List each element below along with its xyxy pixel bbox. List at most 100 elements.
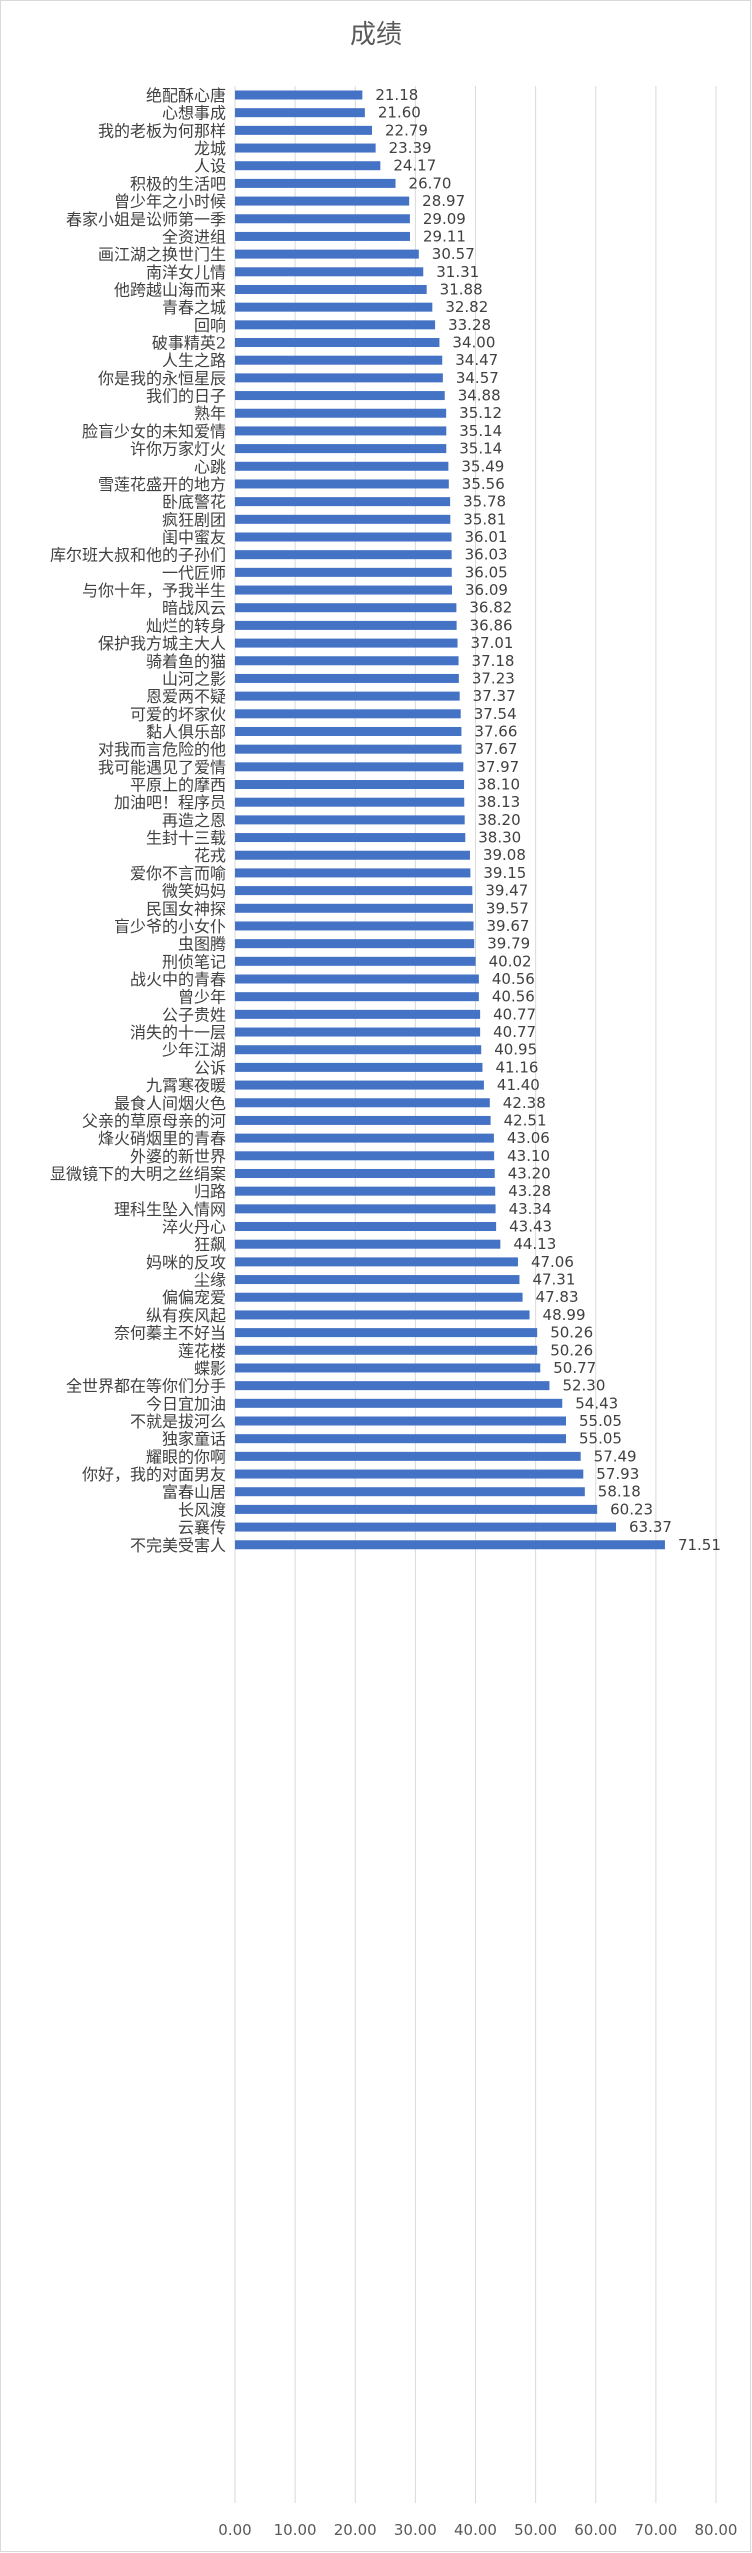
data-label: 21.60 <box>378 104 421 122</box>
chart-title: 成绩 <box>349 20 402 50</box>
bar <box>235 426 447 436</box>
data-label: 47.06 <box>531 1253 574 1271</box>
category-label: 淬火丹心 <box>162 1218 226 1237</box>
category-label: 人生之路 <box>162 351 226 370</box>
category-label: 蝶影 <box>194 1359 226 1378</box>
data-label: 35.56 <box>462 475 505 493</box>
labels: 绝配酥心唐 21.18 心想事成 21.60 我的老板为何那样 22.79 龙城 23.39 人… <box>50 86 721 1555</box>
bar <box>235 550 452 560</box>
data-label: 40.77 <box>493 1023 536 1041</box>
x-tick-label: 50.00 <box>514 2521 557 2539</box>
bar <box>235 125 373 135</box>
bar <box>235 108 365 118</box>
bar <box>235 797 465 807</box>
category-label: 可爱的坏家伙 <box>130 705 226 724</box>
bar <box>235 214 410 224</box>
category-label: 绝配酥心唐 <box>146 86 226 105</box>
category-label: 保护我方城主大人 <box>98 634 226 653</box>
data-label: 58.18 <box>598 1483 641 1501</box>
data-label: 54.43 <box>575 1394 618 1412</box>
category-label: 春家小姐是讼师第一季 <box>66 210 226 229</box>
data-label: 34.47 <box>455 351 498 369</box>
category-label: 妈咪的反攻 <box>146 1253 226 1272</box>
category-label: 南洋女儿情 <box>146 263 226 282</box>
category-label: 人设 <box>194 157 226 176</box>
category-label: 许你万家灯火 <box>130 440 226 459</box>
category-label: 库尔班大叔和他的子孙们 <box>50 546 226 565</box>
data-label: 37.01 <box>471 634 514 652</box>
category-label: 画江湖之换世门生 <box>98 245 226 264</box>
data-label: 37.97 <box>476 758 519 776</box>
data-label: 37.18 <box>472 652 515 670</box>
data-label: 41.16 <box>495 1058 538 1076</box>
category-label: 恩爱两不疑 <box>146 687 226 706</box>
data-label: 43.28 <box>508 1182 551 1200</box>
category-label: 疯狂剧团 <box>162 510 226 529</box>
category-label: 破事精英2 <box>152 334 226 353</box>
category-label: 纵有疾风起 <box>146 1306 226 1325</box>
bar <box>235 974 479 984</box>
category-label: 与你十年，予我半生 <box>82 581 226 600</box>
data-label: 42.51 <box>504 1111 547 1129</box>
data-label: 21.18 <box>375 86 418 104</box>
data-label: 43.06 <box>507 1129 550 1147</box>
bar <box>235 939 475 949</box>
bar <box>235 1009 481 1019</box>
bar <box>235 868 471 878</box>
data-label: 30.57 <box>432 245 475 263</box>
bar <box>235 1115 491 1125</box>
data-label: 29.09 <box>423 210 466 228</box>
x-tick-label: 10.00 <box>274 2521 317 2539</box>
category-label: 富春山居 <box>162 1483 226 1502</box>
category-label: 外婆的新世界 <box>130 1147 226 1166</box>
data-label: 44.13 <box>513 1235 556 1253</box>
category-label: 显微镜下的大明之丝绢案 <box>50 1164 226 1183</box>
data-label: 29.11 <box>423 227 466 245</box>
category-label: 花戎 <box>194 846 226 865</box>
bar <box>235 1098 490 1108</box>
data-label: 32.82 <box>445 298 488 316</box>
data-label: 40.95 <box>494 1041 537 1059</box>
bar <box>235 1062 483 1072</box>
bar <box>235 567 452 577</box>
category-label: 我的老板为何那样 <box>98 121 226 140</box>
bar <box>235 1186 496 1196</box>
bar <box>235 691 460 701</box>
data-label: 35.81 <box>463 510 506 528</box>
data-label: 57.49 <box>594 1447 637 1465</box>
bar <box>235 1222 497 1232</box>
bar <box>235 1434 566 1444</box>
category-label: 山河之影 <box>162 669 226 688</box>
bar <box>235 726 462 736</box>
data-label: 34.88 <box>458 387 501 405</box>
bar <box>235 514 451 524</box>
category-label: 偏偏宠爱 <box>162 1288 226 1307</box>
category-label: 尘缘 <box>194 1271 226 1290</box>
data-label: 39.67 <box>487 917 530 935</box>
category-label: 回响 <box>194 316 226 335</box>
bar <box>235 267 424 277</box>
data-label: 33.28 <box>448 316 491 334</box>
data-label: 63.37 <box>629 1518 672 1536</box>
data-label: 35.49 <box>461 457 504 475</box>
category-label: 骑着鱼的猫 <box>146 652 226 671</box>
category-label: 耀眼的你啊 <box>146 1447 226 1466</box>
data-label: 28.97 <box>422 192 465 210</box>
data-label: 37.66 <box>474 722 517 740</box>
data-label: 36.82 <box>469 599 512 617</box>
data-label: 38.10 <box>477 776 520 794</box>
category-label: 加油吧！程序员 <box>114 793 226 812</box>
category-label: 归路 <box>194 1182 226 1201</box>
bar <box>235 1151 495 1161</box>
category-label: 不完美受害人 <box>130 1536 226 1555</box>
bar <box>235 850 470 860</box>
bar <box>235 833 466 843</box>
data-label: 60.23 <box>610 1500 653 1518</box>
data-label: 24.17 <box>393 157 436 175</box>
bar <box>235 444 447 454</box>
x-tick-label: 60.00 <box>574 2521 617 2539</box>
category-label: 刑侦笔记 <box>162 952 226 971</box>
category-label: 全世界都在等你们分手 <box>66 1377 226 1396</box>
bar <box>235 161 381 171</box>
data-label: 38.13 <box>477 793 520 811</box>
